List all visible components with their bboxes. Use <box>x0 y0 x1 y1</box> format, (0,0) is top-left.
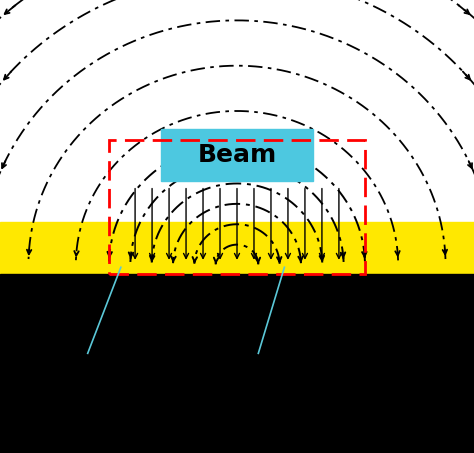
Text: Bottom electrode: Bottom electrode <box>159 288 315 306</box>
Text: Beam: Beam <box>197 143 277 167</box>
Bar <box>0 0 474 222</box>
Bar <box>109 140 365 274</box>
Bar <box>0 274 474 453</box>
Bar <box>161 129 313 181</box>
Bar <box>0 222 474 274</box>
